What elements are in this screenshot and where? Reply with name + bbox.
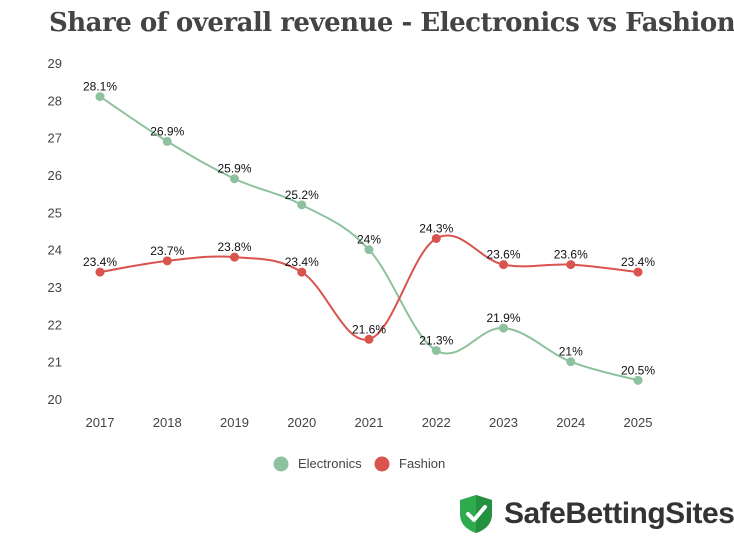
data-label-electronics: 21%	[559, 345, 583, 359]
y-tick-label: 27	[48, 131, 62, 146]
data-label-electronics: 21.3%	[419, 333, 453, 347]
data-label-fashion: 21.6%	[352, 322, 386, 336]
legend-label-fashion: Fashion	[399, 456, 445, 471]
data-label-fashion: 23.6%	[554, 248, 588, 262]
y-tick-label: 29	[48, 56, 62, 71]
data-point-electronics	[633, 375, 643, 385]
x-tick-label: 2020	[287, 415, 316, 430]
y-tick-label: 22	[48, 317, 62, 332]
data-label-electronics: 26.9%	[150, 124, 184, 138]
data-label-fashion: 23.8%	[217, 240, 251, 254]
data-label-electronics: 20.5%	[621, 363, 655, 377]
data-point-fashion	[633, 267, 643, 277]
shield-check-icon	[460, 495, 492, 533]
data-point-electronics	[566, 357, 576, 367]
y-tick-label: 25	[48, 205, 62, 220]
data-label-fashion: 23.4%	[621, 255, 655, 269]
y-axis: 20 21 22 23 24 25 26 27 28 29	[48, 56, 62, 407]
data-point-electronics	[499, 323, 508, 333]
x-tick-label: 2018	[153, 415, 182, 430]
data-label-electronics: 24%	[357, 233, 381, 247]
data-label-electronics: 21.9%	[486, 311, 520, 325]
data-label-electronics: 28.1%	[83, 80, 117, 94]
data-point-electronics	[230, 174, 239, 184]
series-points	[95, 92, 643, 385]
brand-name: SafeBettingSites	[504, 497, 734, 530]
data-point-fashion	[95, 267, 105, 277]
data-point-fashion	[364, 334, 374, 344]
series-line-electronics	[99, 95, 639, 382]
data-point-fashion	[162, 256, 172, 266]
data-label-fashion: 23.7%	[150, 244, 184, 258]
legend: Electronics Fashion	[273, 456, 445, 472]
data-point-electronics	[431, 345, 441, 355]
data-point-fashion	[431, 233, 441, 243]
chart-title: Share of overall revenue - Electronics v…	[49, 8, 734, 38]
brand-logo: SafeBettingSites	[458, 494, 734, 534]
data-point-electronics	[297, 200, 307, 210]
data-label-electronics: 25.2%	[285, 188, 319, 202]
data-label-fashion: 24.3%	[419, 221, 453, 235]
x-tick-label: 2025	[624, 415, 653, 430]
data-label-electronics: 25.9%	[217, 162, 251, 176]
x-tick-label: 2024	[556, 415, 585, 430]
x-tick-label: 2021	[355, 415, 384, 430]
legend-marker-electronics	[273, 456, 289, 472]
data-point-electronics	[95, 92, 105, 102]
data-label-fashion: 23.6%	[486, 248, 520, 262]
data-point-fashion	[566, 260, 576, 270]
data-point-electronics	[162, 136, 172, 146]
y-tick-label: 21	[48, 355, 62, 370]
y-tick-label: 26	[48, 168, 62, 183]
data-label-fashion: 23.4%	[285, 255, 319, 269]
data-point-fashion	[297, 267, 307, 277]
x-tick-label: 2019	[220, 415, 249, 430]
data-point-fashion	[230, 252, 239, 262]
legend-label-electronics: Electronics	[298, 456, 362, 471]
data-point-fashion	[499, 260, 508, 270]
y-tick-label: 24	[48, 243, 62, 258]
data-labels: 28.1% 26.9% 25.9% 25.2% 24% 21.3% 21.9% 21% 20.5…	[83, 80, 655, 378]
y-tick-label: 23	[48, 280, 62, 295]
y-tick-label: 28	[48, 93, 62, 108]
data-point-electronics	[364, 245, 374, 255]
x-axis: 2017 2018 2019 2020 2021 2022 2023 2024 2025	[86, 415, 653, 430]
y-tick-label: 20	[48, 392, 62, 407]
x-tick-label: 2017	[86, 415, 115, 430]
data-label-fashion: 23.4%	[83, 255, 117, 269]
x-tick-label: 2023	[489, 415, 518, 430]
x-tick-label: 2022	[422, 415, 451, 430]
legend-marker-fashion	[374, 456, 390, 472]
